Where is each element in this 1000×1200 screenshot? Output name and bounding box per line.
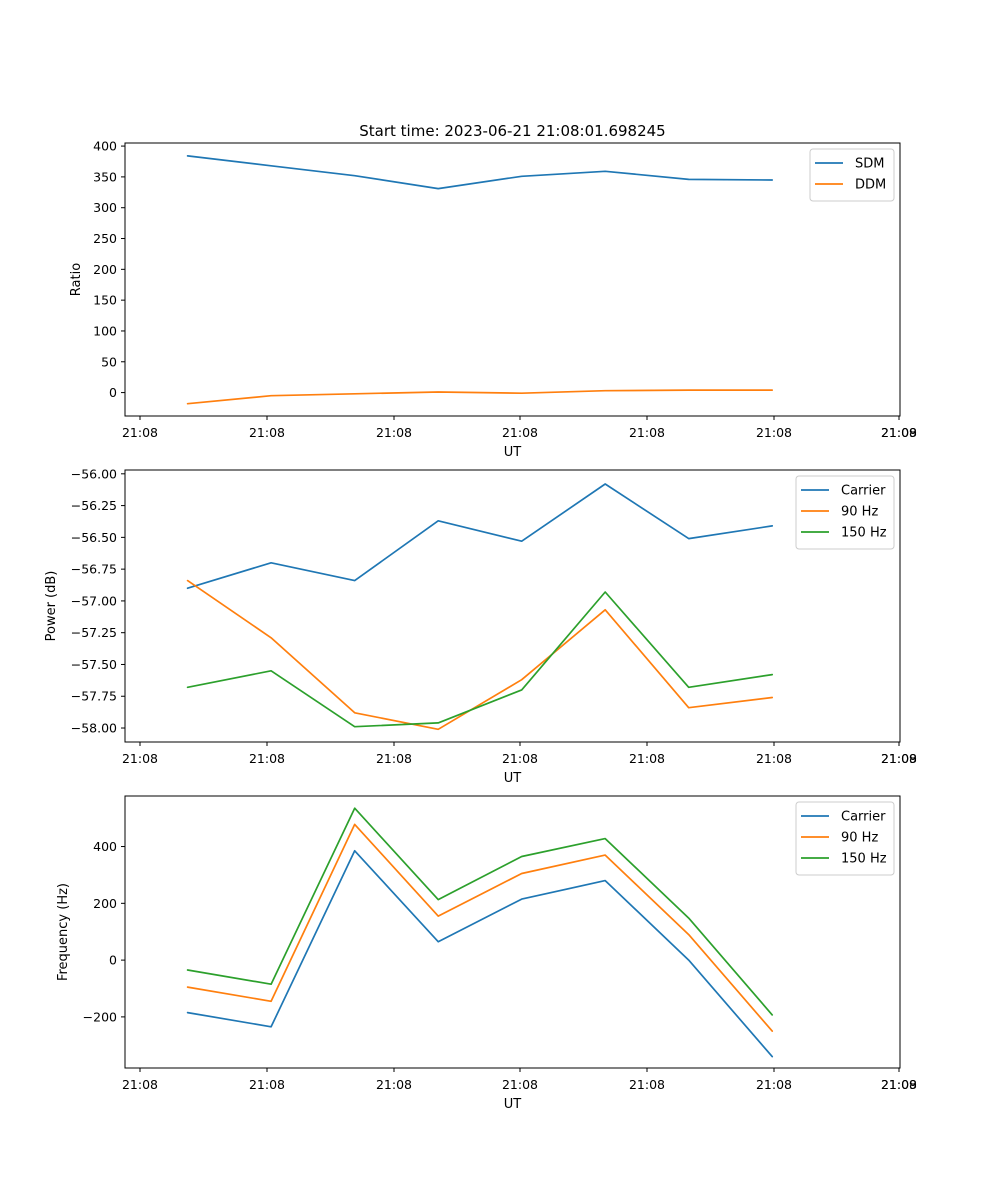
y-tick-label: 400 (93, 139, 117, 154)
series-line-90-hz (186, 579, 774, 731)
x-tick-label: 21:08 (376, 425, 412, 440)
plot-area (125, 470, 900, 742)
y-tick-label: −57.75 (71, 689, 117, 704)
y-tick-label: −56.50 (71, 530, 117, 545)
x-tick-label: 21:08 (881, 1077, 917, 1092)
legend-label: SDM (855, 157, 884, 172)
x-tick-label: 21:08 (629, 751, 665, 766)
x-tick-label: 21:08 (502, 1077, 538, 1092)
y-tick-label: −57.50 (71, 657, 117, 672)
series-line-150-hz (186, 591, 774, 728)
y-tick-label: 200 (93, 896, 117, 911)
y-tick-label: 100 (93, 323, 117, 338)
legend: Carrier 90 Hz 150 Hz (795, 801, 895, 876)
x-tick-label: 21:09 (881, 1077, 917, 1092)
x-tick-label: 21:08 (249, 1077, 285, 1092)
series-line-ddm (186, 389, 774, 405)
x-tick-label: 21:09 (881, 425, 917, 440)
x-tick-label: 21:08 (376, 751, 412, 766)
x-tick-label: 21:08 (881, 425, 917, 440)
series-line-90-hz (186, 823, 774, 1032)
x-tick-label: 21:08 (881, 751, 917, 766)
x-tick-label: 21:08 (122, 425, 158, 440)
x-tick-label: 21:08 (756, 425, 792, 440)
series-line-sdm (186, 155, 774, 190)
legend-label: 150 Hz (841, 852, 887, 867)
plot-area (125, 143, 900, 416)
x-axis-label: UT (504, 445, 522, 460)
legend: Carrier 90 Hz 150 Hz (795, 475, 895, 550)
y-tick-label: −57.00 (71, 593, 117, 608)
x-tick-label: 21:08 (629, 1077, 665, 1092)
x-tick-label: 21:09 (881, 751, 917, 766)
plot-frame (124, 142, 901, 417)
y-tick-label: 250 (93, 231, 117, 246)
x-tick-label: 21:08 (502, 425, 538, 440)
legend-box (795, 801, 895, 876)
legend-label: 90 Hz (841, 505, 878, 520)
y-tick-label: 350 (93, 169, 117, 184)
x-axis-label: UT (504, 1097, 522, 1112)
y-tick-label: 200 (93, 262, 117, 277)
figure-title: Start time: 2023-06-21 21:08:01.698245 (359, 122, 665, 140)
plot-area (125, 796, 900, 1068)
y-tick-label: −56.00 (71, 466, 117, 481)
legend-label: 150 Hz (841, 526, 887, 541)
legend: SDM DDM (809, 148, 895, 202)
x-tick-label: 21:08 (629, 425, 665, 440)
x-tick-label: 21:08 (122, 751, 158, 766)
series-line-150-hz (186, 807, 774, 1016)
plot-frame (124, 795, 901, 1069)
legend-label: Carrier (841, 484, 886, 499)
y-tick-label: −200 (83, 1009, 117, 1024)
legend-box (795, 475, 895, 550)
legend-label: DDM (855, 178, 886, 193)
x-tick-label: 21:08 (249, 751, 285, 766)
legend-label: 90 Hz (841, 831, 878, 846)
y-tick-label: −57.25 (71, 625, 117, 640)
series-line-carrier (186, 483, 774, 590)
legend-label: Carrier (841, 810, 886, 825)
y-tick-label: 300 (93, 200, 117, 215)
plot-frame (124, 469, 901, 743)
legend-box (809, 148, 895, 202)
y-tick-label: −58.00 (71, 721, 117, 736)
series-line-carrier (186, 849, 774, 1058)
x-tick-label: 21:08 (122, 1077, 158, 1092)
y-tick-label: 400 (93, 839, 117, 854)
y-axis-label: Power (dB) (44, 571, 59, 642)
y-tick-label: 50 (101, 354, 117, 369)
x-axis-label: UT (504, 771, 522, 786)
y-axis-label: Ratio (69, 263, 84, 296)
y-tick-label: −56.25 (71, 498, 117, 513)
x-tick-label: 21:08 (756, 751, 792, 766)
y-axis-label: Frequency (Hz) (56, 883, 71, 981)
x-tick-label: 21:08 (376, 1077, 412, 1092)
x-tick-label: 21:08 (502, 751, 538, 766)
x-tick-label: 21:08 (249, 425, 285, 440)
y-tick-label: 150 (93, 293, 117, 308)
x-tick-label: 21:08 (756, 1077, 792, 1092)
y-tick-label: 0 (109, 953, 117, 968)
y-tick-label: 0 (109, 385, 117, 400)
subplot-power: −58.00 −57.75 −57.50 −57.25 −57.00 −56.75 −56.… (44, 466, 917, 786)
y-tick-label: −56.75 (71, 562, 117, 577)
